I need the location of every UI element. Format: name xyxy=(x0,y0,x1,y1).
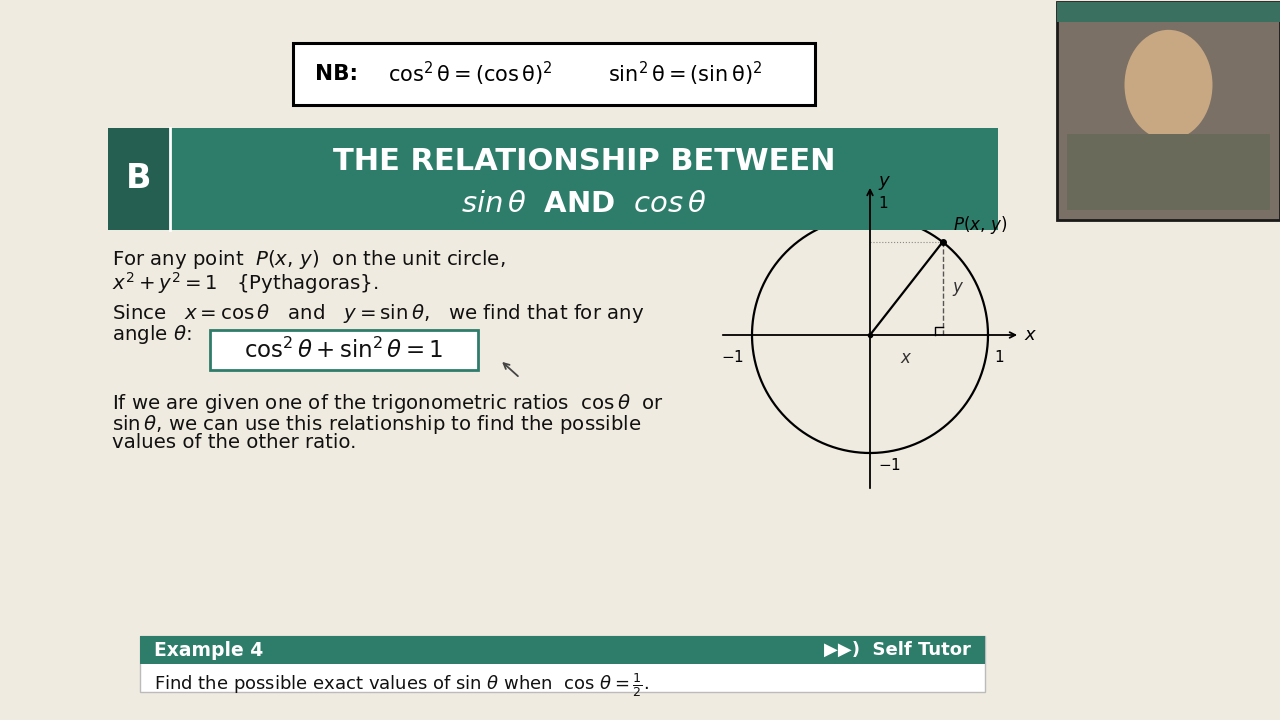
Bar xyxy=(140,636,986,664)
Text: $y$: $y$ xyxy=(878,174,891,192)
Text: B: B xyxy=(127,163,152,196)
Text: Example 4: Example 4 xyxy=(154,641,264,660)
Bar xyxy=(1057,2,1280,220)
Text: $1$: $1$ xyxy=(878,195,888,211)
Text: $x$: $x$ xyxy=(1024,326,1037,344)
Text: THE RELATIONSHIP BETWEEN: THE RELATIONSHIP BETWEEN xyxy=(333,147,836,176)
Text: $\mathit{sin}\,\theta$  $\mathbf{AND}$  $\mathit{cos}\,\theta$: $\mathit{sin}\,\theta$ $\mathbf{AND}$ $\… xyxy=(461,191,707,218)
Bar xyxy=(140,636,986,692)
Text: $y$: $y$ xyxy=(951,279,964,297)
Text: $\sin\theta$, we can use this relationship to find the possible: $\sin\theta$, we can use this relationsh… xyxy=(113,413,641,436)
Text: ▶▶)  Self Tutor: ▶▶) Self Tutor xyxy=(824,641,972,659)
Text: $x$: $x$ xyxy=(900,349,913,367)
Text: For any point  $P(x,\,y)$  on the unit circle,: For any point $P(x,\,y)$ on the unit cir… xyxy=(113,248,506,271)
Text: values of the other ratio.: values of the other ratio. xyxy=(113,433,356,452)
Text: NB:: NB: xyxy=(315,64,358,84)
Text: If we are given one of the trigonometric ratios  $\cos\theta$  or: If we are given one of the trigonometric… xyxy=(113,392,664,415)
FancyBboxPatch shape xyxy=(293,43,815,105)
FancyBboxPatch shape xyxy=(210,330,477,370)
Text: angle $\theta$:: angle $\theta$: xyxy=(113,323,192,346)
Text: $\cos^2\theta + \sin^2\theta = 1$: $\cos^2\theta + \sin^2\theta = 1$ xyxy=(244,338,444,363)
Bar xyxy=(108,128,998,230)
Bar xyxy=(1068,134,1270,210)
Text: $-1$: $-1$ xyxy=(878,457,901,473)
Text: $1$: $1$ xyxy=(995,349,1005,365)
Text: Since   $x = \cos\theta$   and   $y = \sin\theta$,   we find that for any: Since $x = \cos\theta$ and $y = \sin\the… xyxy=(113,302,644,325)
Bar xyxy=(108,128,170,230)
Bar xyxy=(1057,2,1280,22)
Text: $P(x,\,y)$: $P(x,\,y)$ xyxy=(952,214,1007,236)
Text: $\mathsf{sin^2\,\theta = (sin\,\theta)^2}$: $\mathsf{sin^2\,\theta = (sin\,\theta)^2… xyxy=(608,60,762,88)
Text: $-1$: $-1$ xyxy=(721,349,744,365)
Ellipse shape xyxy=(1125,30,1212,140)
Text: Find the possible exact values of sin $\theta$ when  cos $\theta = \frac{1}{2}$.: Find the possible exact values of sin $\… xyxy=(154,671,649,699)
Text: $x^2 + y^2 = 1$   {Pythagoras}.: $x^2 + y^2 = 1$ {Pythagoras}. xyxy=(113,270,379,296)
Text: $\mathsf{cos^2\,\theta = (cos\,\theta)^2}$: $\mathsf{cos^2\,\theta = (cos\,\theta)^2… xyxy=(388,60,553,88)
